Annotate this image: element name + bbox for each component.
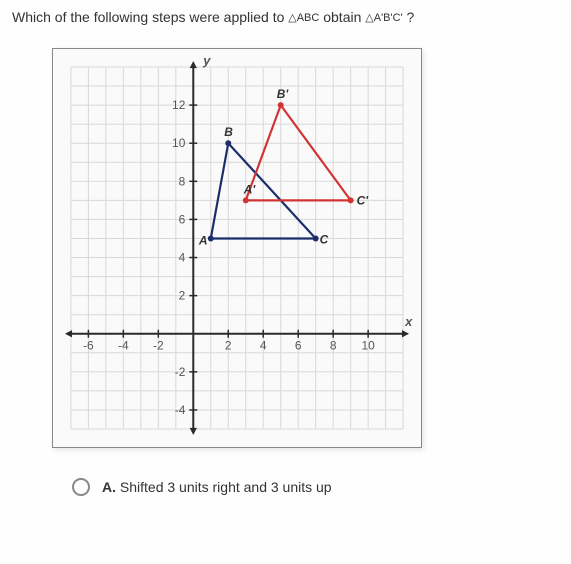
answer-letter: A. bbox=[102, 479, 116, 495]
svg-text:6: 6 bbox=[295, 338, 302, 352]
svg-text:-2: -2 bbox=[175, 364, 186, 378]
svg-text:8: 8 bbox=[330, 338, 337, 352]
svg-text:A': A' bbox=[243, 182, 257, 196]
svg-text:-6: -6 bbox=[83, 338, 94, 352]
svg-text:4: 4 bbox=[260, 338, 267, 352]
svg-text:2: 2 bbox=[225, 338, 232, 352]
triangle-abc: △ABC bbox=[288, 12, 319, 24]
svg-text:-4: -4 bbox=[175, 403, 186, 417]
svg-text:B: B bbox=[224, 125, 233, 139]
svg-text:6: 6 bbox=[179, 212, 186, 226]
svg-text:10: 10 bbox=[172, 136, 186, 150]
answer-body: Shifted 3 units right and 3 units up bbox=[120, 479, 332, 495]
svg-text:-2: -2 bbox=[153, 338, 164, 352]
svg-text:4: 4 bbox=[179, 250, 186, 264]
answer-option-a[interactable]: A. Shifted 3 units right and 3 units up bbox=[72, 478, 559, 496]
svg-text:C: C bbox=[320, 232, 329, 246]
coordinate-graph: -6 -4 -2 2 4 6 8 10 -4 -2 2 4 6 8 10 12 y x A B C A' B' C' bbox=[52, 48, 422, 448]
radio-icon[interactable] bbox=[72, 478, 90, 496]
graph-svg: -6 -4 -2 2 4 6 8 10 -4 -2 2 4 6 8 10 12 y x A B C A' B' C' bbox=[53, 49, 421, 447]
svg-text:C': C' bbox=[357, 193, 370, 207]
svg-text:B': B' bbox=[277, 87, 290, 101]
question-text: Which of the following steps were applie… bbox=[12, 8, 559, 28]
triangle-aprime: △A'B'C' bbox=[365, 12, 402, 24]
question-mid: obtain bbox=[319, 9, 365, 25]
answer-text: A. Shifted 3 units right and 3 units up bbox=[102, 479, 332, 495]
svg-text:x: x bbox=[404, 313, 413, 328]
svg-text:2: 2 bbox=[179, 288, 186, 302]
svg-text:12: 12 bbox=[172, 98, 186, 112]
svg-text:A: A bbox=[198, 233, 208, 247]
svg-text:8: 8 bbox=[179, 174, 186, 188]
svg-text:10: 10 bbox=[361, 338, 375, 352]
svg-text:y: y bbox=[202, 53, 211, 68]
question-prefix: Which of the following steps were applie… bbox=[12, 9, 288, 25]
question-suffix: ? bbox=[403, 9, 415, 25]
svg-text:-4: -4 bbox=[118, 338, 129, 352]
